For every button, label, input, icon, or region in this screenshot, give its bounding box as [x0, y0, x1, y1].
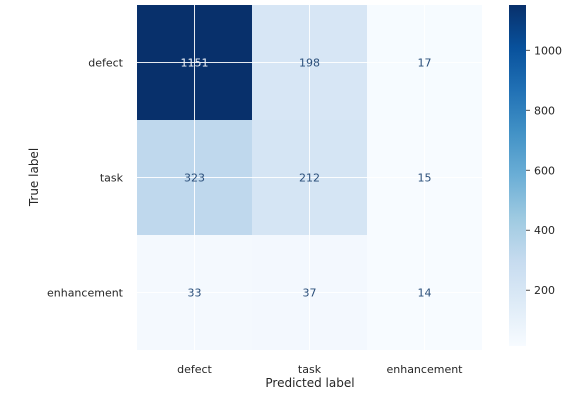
y-tick-label-defect: defect	[88, 57, 123, 70]
gridlines	[137, 5, 482, 350]
y-tick-labels: defect task enhancement	[47, 57, 124, 300]
x-tick-label-defect: defect	[177, 363, 212, 376]
x-tick-labels: defect task enhancement	[177, 363, 463, 376]
cell-value-label-enhancement-defect: 33	[188, 287, 202, 300]
x-tick-label-task: task	[298, 363, 322, 376]
colorbar-tick-label-600: 600	[534, 164, 555, 177]
colorbar-tick-label-200: 200	[534, 284, 555, 297]
colorbar-gradient	[509, 5, 526, 346]
cell-value-label-defect-task: 198	[299, 57, 320, 70]
cell-value-label-defect-defect: 1151	[181, 57, 209, 70]
cell-value-label-task-enhancement: 15	[418, 172, 432, 185]
cell-value-label-enhancement-enhancement: 14	[418, 287, 432, 300]
cell-value-label-task-defect: 323	[184, 172, 205, 185]
cell-value-labels: 1151 198 17 323 212 15 33 37 14	[181, 57, 432, 300]
colorbar-tick-label-400: 400	[534, 224, 555, 237]
colorbar-ticks: 200 400 600 800 1000	[526, 44, 562, 297]
y-axis-label: True label	[27, 148, 41, 207]
cell-value-label-defect-enhancement: 17	[418, 57, 432, 70]
x-axis-label: Predicted label	[265, 376, 354, 390]
colorbar-tick-label-1000: 1000	[534, 44, 562, 57]
cell-value-label-enhancement-task: 37	[303, 287, 317, 300]
y-tick-label-task: task	[100, 172, 124, 185]
colorbar: 200 400 600 800 1000	[509, 5, 562, 346]
cell-value-label-task-task: 212	[299, 172, 320, 185]
colorbar-tick-label-800: 800	[534, 104, 555, 117]
x-tick-label-enhancement: enhancement	[386, 363, 463, 376]
y-tick-label-enhancement: enhancement	[47, 287, 124, 300]
